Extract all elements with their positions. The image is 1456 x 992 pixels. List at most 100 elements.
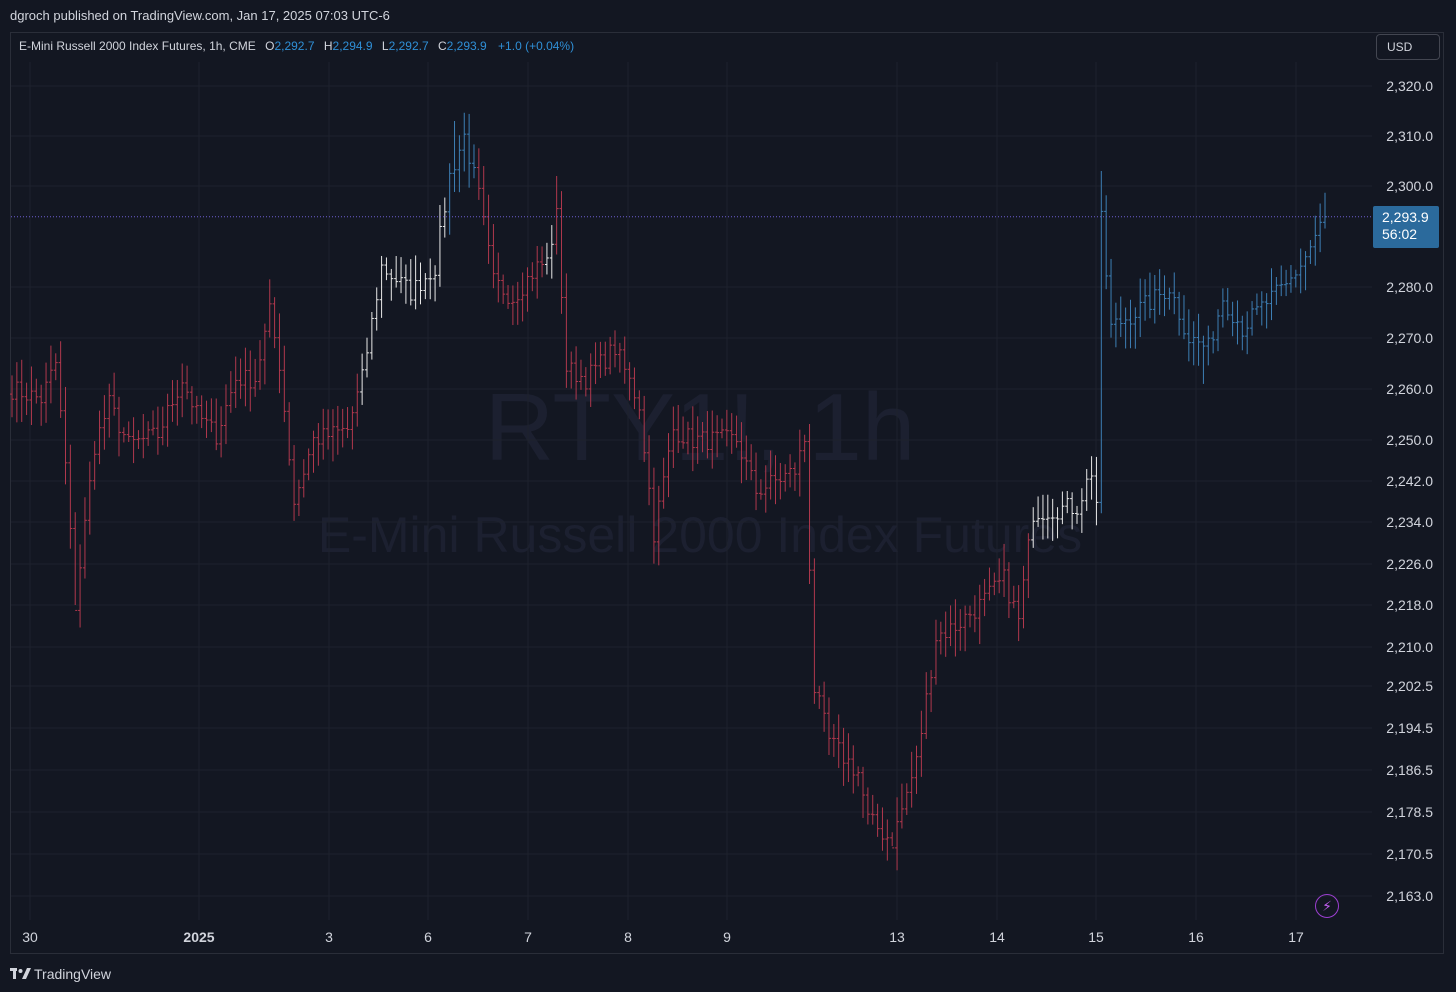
ohlc-bar — [1274, 276, 1279, 305]
ohlc-bar — [1016, 585, 1021, 642]
published-header: dgroch published on TradingView.com, Jan… — [0, 0, 1456, 32]
ohlc-bar — [598, 341, 603, 378]
ohlc-bar — [909, 751, 914, 808]
ohlc-bar — [972, 595, 977, 633]
time-tick-label: 9 — [723, 929, 731, 945]
ohlc-bar — [1031, 507, 1036, 548]
ohlc-bar — [992, 572, 997, 596]
ohlc-bar — [102, 395, 107, 450]
ohlc-bar — [506, 285, 511, 309]
ohlc-bar — [301, 459, 306, 498]
ohlc-bar — [632, 367, 637, 410]
price-tick-label: 2,186.5 — [1386, 762, 1433, 778]
ohlc-bar — [651, 467, 656, 564]
ohlc-bar — [1079, 488, 1084, 533]
ohlc-bar — [1089, 456, 1094, 500]
ohlc-bar — [895, 797, 900, 871]
ohlc-bar — [82, 497, 87, 579]
ohlc-bar — [676, 405, 681, 453]
ohlc-bar — [729, 413, 734, 454]
ohlc-bar — [403, 264, 408, 304]
ohlc-bar — [861, 766, 866, 818]
ohlc-bar — [880, 807, 885, 851]
ohlc-bar — [350, 406, 355, 450]
ohlc-bar — [530, 262, 535, 292]
ohlc-bar — [1288, 265, 1293, 293]
ohlc-bar — [345, 407, 350, 439]
ohlc-bar — [287, 402, 292, 466]
ohlc-bar — [569, 351, 574, 389]
ohlc-bar — [1138, 278, 1143, 338]
ohlc-bar — [1303, 251, 1308, 291]
ohlc-bar — [14, 362, 19, 423]
ohlc-bar — [1113, 302, 1118, 348]
ohlc-bar — [549, 225, 554, 279]
price-tick-label: 2,178.5 — [1386, 804, 1433, 820]
ohlc-bar — [92, 441, 97, 490]
ohlc-bar — [734, 415, 739, 448]
footer: TradingView — [0, 956, 1456, 992]
ohlc-bar — [788, 454, 793, 488]
footer-brand[interactable]: TradingView — [34, 966, 112, 982]
time-tick-label: 8 — [624, 929, 632, 945]
ohlc-bar — [199, 395, 204, 429]
ohlc-bar — [817, 685, 822, 709]
ohlc-bar — [360, 353, 365, 405]
ohlc-bar — [583, 367, 588, 397]
ohlc-bar — [369, 311, 374, 360]
ohlc-bar — [1104, 195, 1109, 290]
ohlc-bar — [384, 257, 389, 281]
ohlc-bar — [1308, 240, 1313, 264]
legend-close-value: 2,293.9 — [446, 39, 487, 53]
legend-low-value: 2,292.7 — [388, 39, 429, 53]
ohlc-bar — [292, 445, 297, 521]
time-tick-label: 30 — [22, 929, 38, 945]
ohlc-bar — [841, 727, 846, 786]
tradingview-logo-icon[interactable] — [10, 966, 32, 982]
ohlc-bar — [1254, 293, 1259, 315]
ohlc-bar — [744, 435, 749, 481]
ohlc-bar — [209, 398, 214, 433]
ohlc-bar — [389, 268, 394, 301]
lightning-bolt-icon[interactable]: ⚡︎ — [1315, 894, 1339, 918]
price-tick-label: 2,280.0 — [1386, 279, 1433, 295]
ohlc-bar — [807, 423, 812, 584]
ohlc-bar — [831, 724, 836, 757]
ohlc-bar — [578, 359, 583, 390]
ohlc-bar — [428, 258, 433, 300]
price-tick-label: 2,210.0 — [1386, 639, 1433, 655]
ohlc-bar — [700, 422, 705, 453]
ohlc-bar — [1143, 279, 1148, 321]
ohlc-bar — [822, 681, 827, 732]
ohlc-bar — [885, 819, 890, 861]
ohlc-bar — [423, 273, 428, 300]
current-price-tag: 2,293.9 56:02 — [1373, 206, 1439, 248]
ohlc-bar — [335, 405, 340, 455]
ohlc-bar — [671, 406, 676, 469]
ohlc-bar — [321, 408, 326, 460]
ohlc-bar — [681, 416, 686, 449]
ohlc-bar — [535, 246, 540, 299]
time-tick-label: 17 — [1288, 929, 1304, 945]
ohlc-bar — [107, 383, 112, 438]
ohlc-bar — [486, 194, 491, 264]
time-tick-label: 13 — [889, 929, 905, 945]
ohlc-bar — [865, 787, 870, 825]
price-tick-label: 2,234.0 — [1386, 514, 1433, 530]
ohlc-bar — [160, 406, 165, 446]
ohlc-bar — [627, 362, 632, 401]
time-axis: 30 2025 3 6 7 8 9 13 14 15 16 17 — [22, 929, 1304, 945]
ohlc-bar — [116, 396, 121, 457]
ohlc-bar — [238, 358, 243, 399]
ohlc-bar — [223, 384, 228, 445]
ohlc-bar — [1264, 293, 1269, 329]
ohlc-bar — [39, 384, 44, 426]
ohlc-bar — [719, 418, 724, 439]
ohlc-bar — [442, 197, 447, 238]
ohlc-bar — [316, 423, 321, 466]
ohlc-bar — [481, 166, 486, 226]
currency-button[interactable]: USD — [1376, 34, 1440, 60]
ohlc-bar — [1323, 192, 1327, 229]
ohlc-bar — [914, 745, 919, 794]
